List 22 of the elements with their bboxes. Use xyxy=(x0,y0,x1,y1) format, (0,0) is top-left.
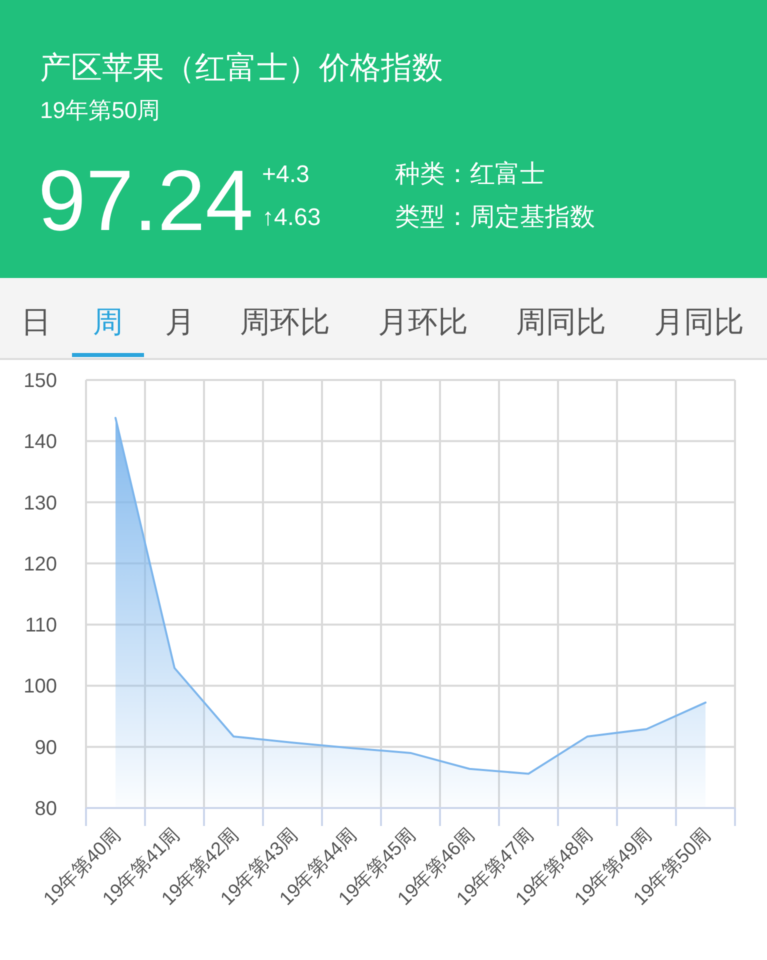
y-tick-label: 90 xyxy=(34,736,57,759)
text: 周 xyxy=(93,306,123,339)
text: 周环比 xyxy=(240,306,330,339)
y-tick-label: 80 xyxy=(34,798,57,820)
text: 月 xyxy=(165,306,195,339)
chart-subtitle: 19年第50周 xyxy=(40,97,160,123)
y-tick-label: 150 xyxy=(24,370,57,392)
text: +4.3 xyxy=(262,161,310,188)
chart-title: 产区苹果（红富士）价格指数 xyxy=(40,50,443,85)
text: 97.24 xyxy=(38,153,254,249)
y-tick-label: 140 xyxy=(24,431,57,454)
text: 月环比 xyxy=(378,306,468,339)
text: 周同比 xyxy=(516,306,606,339)
text: 类型：周定基指数 xyxy=(395,203,595,231)
text: 种类：红富士 xyxy=(395,160,545,188)
text: 月同比 xyxy=(654,306,744,339)
y-tick-label: 110 xyxy=(25,614,57,637)
y-tick-label: 100 xyxy=(24,676,57,698)
text: 日 xyxy=(21,306,51,339)
y-tick-label: 130 xyxy=(24,492,57,514)
y-tick-label: 120 xyxy=(24,553,57,576)
text: ↑4.63 xyxy=(262,204,321,231)
